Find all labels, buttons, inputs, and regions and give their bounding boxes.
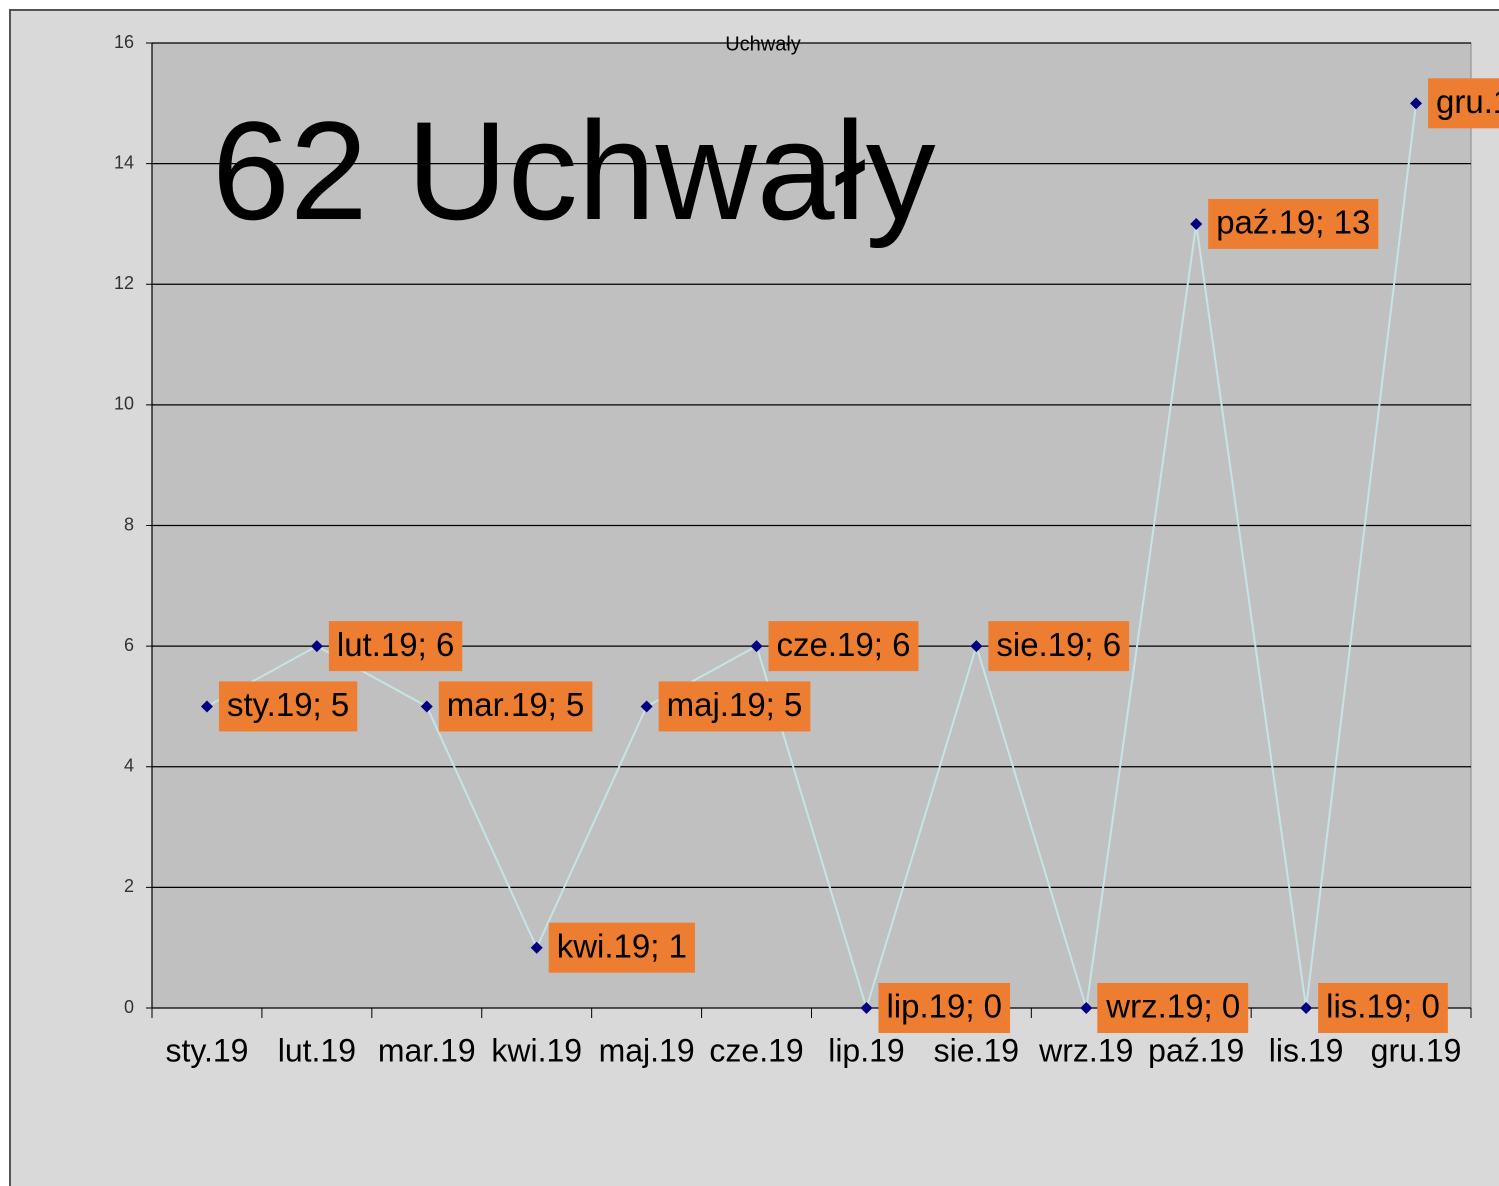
x-tick-label: kwi.19 — [491, 1032, 582, 1068]
marker — [310, 640, 323, 653]
data-label-box — [328, 621, 463, 672]
data-label-box — [1097, 983, 1249, 1033]
y-tick-label: 4 — [124, 756, 134, 776]
data-label-box — [768, 621, 919, 672]
data-label-box — [658, 681, 811, 732]
data-label: lip.19; 0 — [886, 988, 1002, 1025]
data-label-box — [1428, 78, 1499, 129]
data-label-box — [1208, 198, 1379, 249]
data-label: cze.19; 6 — [777, 626, 911, 663]
marker — [1080, 1002, 1093, 1014]
data-label-box — [1318, 983, 1448, 1033]
data-label: paź.19; 13 — [1216, 204, 1370, 241]
marker — [640, 700, 653, 713]
data-label-box — [548, 922, 695, 973]
y-tick-label: 10 — [114, 394, 134, 414]
y-tick-label: 0 — [124, 997, 134, 1017]
data-label: wrz.19; 0 — [1105, 988, 1240, 1025]
x-tick-label: lip.19 — [828, 1032, 905, 1068]
chart-title: Uchwały — [725, 33, 801, 55]
y-tick-label: 16 — [114, 32, 134, 52]
x-tick-label: wrz.19 — [1038, 1032, 1133, 1068]
marker — [530, 941, 543, 954]
x-tick-label: sie.19 — [934, 1032, 1019, 1068]
x-tick-label: lis.19 — [1269, 1032, 1344, 1068]
data-label-box — [218, 681, 358, 732]
marker — [1410, 97, 1423, 110]
data-label: kwi.19; 1 — [557, 927, 687, 964]
marker — [970, 640, 983, 653]
data-label: sty.19; 5 — [227, 686, 349, 723]
annotation: 62 Uchwały — [212, 92, 936, 249]
y-tick-label: 14 — [114, 152, 134, 172]
data-label-box — [438, 681, 593, 732]
series-line — [206, 103, 1418, 1012]
marker — [750, 640, 763, 653]
x-tick-label: paź.19 — [1148, 1032, 1244, 1068]
y-tick-label: 2 — [124, 876, 134, 896]
data-label: sie.19; 6 — [996, 626, 1121, 663]
data-label: maj.19; 5 — [667, 686, 803, 723]
data-label: mar.19; 5 — [447, 686, 585, 723]
x-tick-label: maj.19 — [599, 1032, 695, 1068]
x-tick-label: gru.19 — [1371, 1032, 1462, 1068]
marker — [1300, 1002, 1313, 1014]
data-label: lis.19; 0 — [1326, 988, 1440, 1025]
marker — [420, 700, 433, 713]
y-tick-label: 6 — [124, 635, 134, 655]
marker — [1190, 217, 1203, 230]
data-label: gru.19; 15 — [1436, 83, 1499, 120]
x-tick-label: lut.19 — [278, 1032, 356, 1068]
x-tick-label: cze.19 — [709, 1032, 803, 1068]
data-label-box — [988, 621, 1130, 672]
data-label-box — [878, 983, 1011, 1033]
marker — [200, 700, 213, 713]
y-tick-label: 12 — [114, 273, 134, 293]
data-label: lut.19; 6 — [337, 626, 454, 663]
x-tick-label: mar.19 — [378, 1032, 476, 1068]
y-tick-label: 8 — [124, 514, 134, 534]
marker — [860, 1002, 873, 1014]
x-tick-label: sty.19 — [165, 1032, 248, 1068]
